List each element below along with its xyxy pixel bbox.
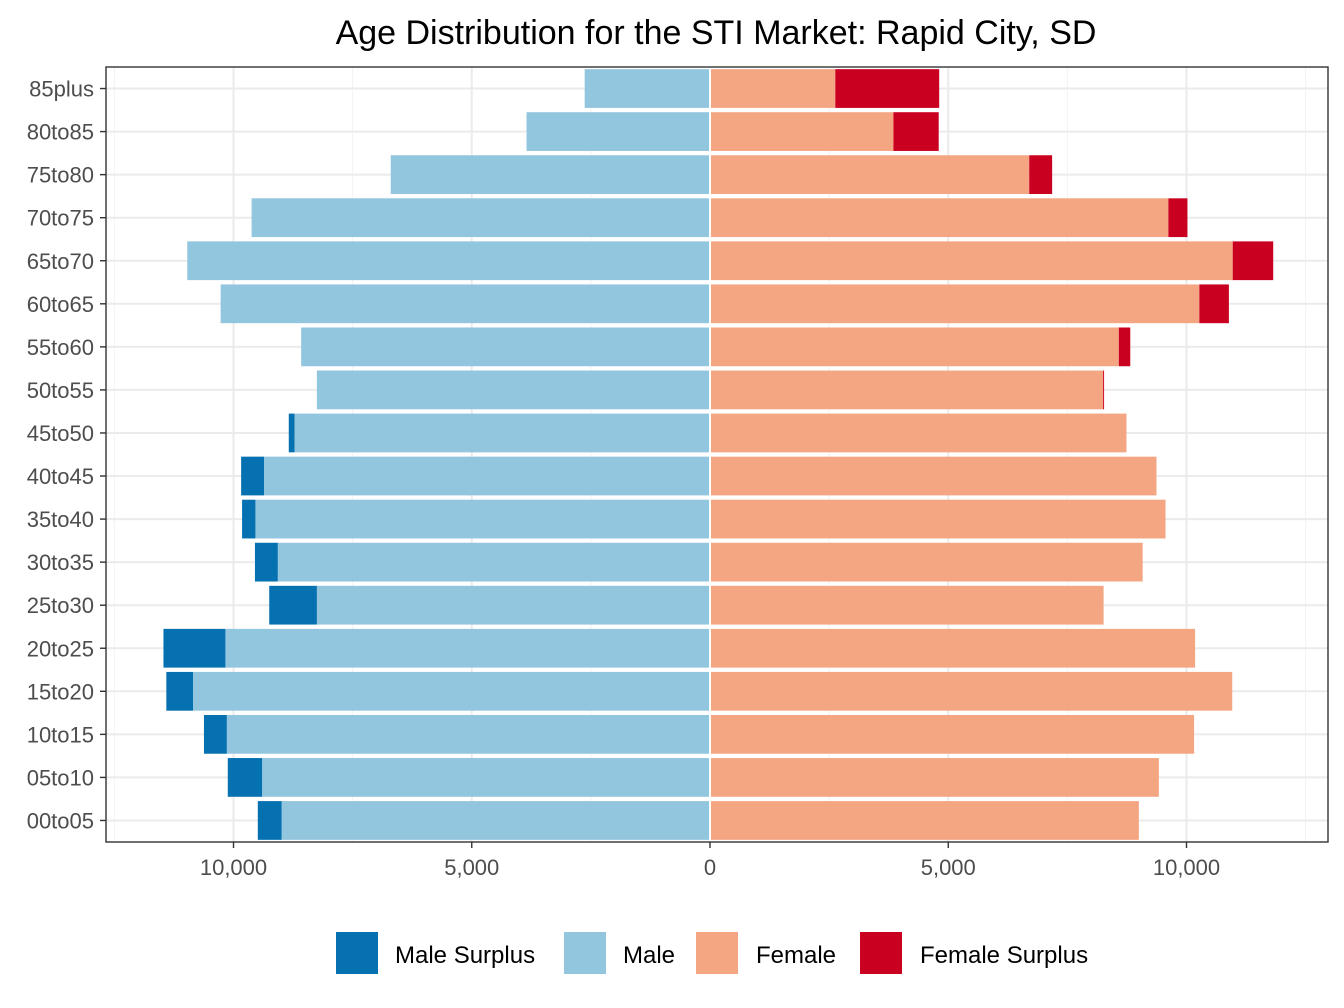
legend-label-female: Female [756,942,836,969]
bar-male-surplus-30to35 [254,542,278,582]
bar-male-surplus-35to40 [242,499,256,539]
y-axis: 85plus 80to85 75to80 70to75 65to70 60to65 55to… [27,77,106,833]
bar-male-surplus-05to10 [227,758,263,797]
bar-male-surplus-00to05 [257,801,282,840]
y-tick-label-00to05: 00to05 [27,808,94,833]
legend-key-male-surplus [336,932,378,974]
bar-female-05to10 [710,758,1159,797]
y-tick-label-55to60: 55to60 [27,335,94,360]
y-tick-label-85plus: 85plus [29,77,94,102]
bar-male-80to85 [526,112,710,151]
bar-female-surplus-85plus [835,69,940,108]
y-tick-label-05to10: 05to10 [27,765,94,790]
bar-female-surplus-65to70 [1232,241,1274,281]
bar-male-surplus-40to45 [241,456,264,496]
bar-female-65to70 [710,241,1233,281]
bar-female-25to30 [710,585,1104,625]
bar-female-20to25 [710,628,1196,668]
legend: Male Surplus Male Female Female Surplus [336,932,1088,974]
bar-male-10to15 [226,714,711,754]
bar-male-50to55 [316,370,710,410]
bar-female-80to85 [710,112,894,151]
bar-female-15to20 [710,671,1233,711]
bar-female-00to05 [710,801,1139,840]
bar-male-surplus-45to50 [288,413,295,453]
legend-label-male: Male [623,942,675,969]
legend-key-male [564,932,606,974]
plot-panel-border [105,66,1329,843]
bar-male-85plus [584,69,710,108]
bar-female-50to55 [710,370,1104,410]
bars [163,67,1274,842]
legend-key-female [696,932,738,974]
bar-male-25to30 [316,585,710,625]
bar-female-surplus-60to65 [1199,284,1229,324]
y-tick-label-60to65: 60to65 [27,292,94,317]
legend-item-male: Male [564,932,675,974]
bar-female-surplus-75to80 [1029,155,1053,195]
bar-female-surplus-55to60 [1118,327,1131,367]
bar-male-40to45 [263,456,710,496]
bar-female-40to45 [710,456,1157,496]
chart-title: Age Distribution for the STI Market: Rap… [336,14,1097,52]
bar-female-75to80 [710,155,1030,195]
y-tick-label-50to55: 50to55 [27,378,94,403]
y-tick-label-40to45: 40to45 [27,464,94,489]
legend-label-male-surplus: Male Surplus [395,942,535,969]
bar-male-20to25 [225,628,710,668]
x-tick-label: 10,000 [200,855,267,880]
y-tick-label-65to70: 65to70 [27,249,94,274]
x-tick-label: 0 [704,855,716,880]
bar-female-85plus [710,69,836,108]
bar-male-70to75 [251,198,710,238]
x-axis: 10,000 5,000 0 5,000 10,000 [200,842,1220,880]
y-tick-label-30to35: 30to35 [27,550,94,575]
bar-female-10to15 [710,714,1195,754]
legend-item-female-surplus: Female Surplus [860,932,1088,974]
x-tick-label: 5,000 [921,855,976,880]
legend-item-female: Female [696,932,836,974]
bar-male-surplus-20to25 [163,628,226,668]
x-tick-label: 10,000 [1153,855,1220,880]
bar-male-45to50 [294,413,710,453]
y-tick-label-75to80: 75to80 [27,163,94,188]
bar-male-65to70 [187,241,711,281]
bar-female-surplus-80to85 [893,112,939,151]
y-tick-label-25to30: 25to30 [27,593,94,618]
y-tick-label-80to85: 80to85 [27,120,94,145]
bar-male-30to35 [277,542,710,582]
bar-male-surplus-25to30 [269,585,317,625]
bar-male-60to65 [220,284,710,324]
bar-female-30to35 [710,542,1143,582]
bar-female-70to75 [710,198,1169,238]
bar-female-60to65 [710,284,1200,324]
bar-male-05to10 [262,758,710,797]
bar-female-55to60 [710,327,1119,367]
bar-male-75to80 [390,155,710,195]
bar-male-15to20 [192,671,710,711]
bar-female-45to50 [710,413,1127,453]
bar-male-35to40 [255,499,710,539]
bar-male-surplus-15to20 [166,671,193,711]
x-tick-label: 5,000 [444,855,499,880]
bar-female-surplus-70to75 [1168,198,1188,238]
legend-label-female-surplus: Female Surplus [920,942,1088,969]
bar-female-surplus-50to55 [1103,370,1105,410]
bar-male-00to05 [281,801,710,840]
bar-male-55to60 [301,327,710,367]
legend-item-male-surplus: Male Surplus [336,932,535,974]
y-tick-label-15to20: 15to20 [27,679,94,704]
bar-male-surplus-10to15 [203,714,227,754]
y-tick-label-20to25: 20to25 [27,636,94,661]
y-tick-label-35to40: 35to40 [27,507,94,532]
bar-female-35to40 [710,499,1166,539]
y-tick-label-70to75: 70to75 [27,206,94,231]
y-tick-label-10to15: 10to15 [27,722,94,747]
y-tick-label-45to50: 45to50 [27,421,94,446]
legend-key-female-surplus [860,932,902,974]
